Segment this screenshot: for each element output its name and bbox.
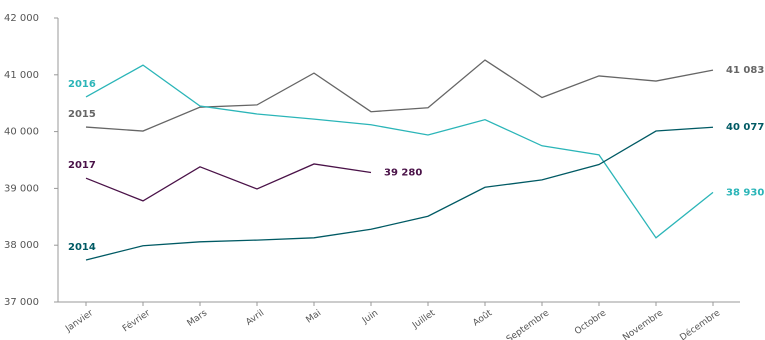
x-tick-label: Décembre — [678, 307, 723, 340]
x-tick-label: Juillet — [410, 308, 437, 331]
y-tick-label: 39 000 — [4, 183, 39, 194]
series-line — [85, 126, 714, 261]
series-name: 2014 — [68, 242, 96, 253]
x-tick-label: Janvier — [63, 308, 95, 335]
series-name: 2016 — [68, 79, 96, 90]
x-tick-label: Novembre — [621, 308, 665, 340]
x-tick-label: Février — [120, 307, 152, 334]
y-tick-label: 42 000 — [4, 13, 39, 24]
series-line — [85, 163, 372, 202]
y-tick-label: 41 000 — [4, 70, 39, 81]
series-line — [85, 59, 714, 132]
x-tick-label: Avril — [244, 308, 266, 327]
value-label: 41 083 — [726, 65, 764, 76]
y-tick-label: 40 000 — [4, 127, 39, 138]
value-label: 38 930 — [726, 187, 764, 198]
series-line — [85, 64, 714, 239]
y-tick-label: 37 000 — [4, 297, 39, 308]
x-tick-label: Septembre — [505, 308, 552, 340]
x-tick-label: Juin — [360, 308, 380, 326]
x-tick-label: Mai — [304, 308, 323, 325]
x-tick-label: Octobre — [573, 308, 608, 337]
series-name: 2017 — [68, 160, 96, 171]
series-name: 2015 — [68, 109, 96, 120]
y-tick-label: 38 000 — [4, 240, 39, 251]
x-tick-label: Août — [471, 308, 494, 328]
x-tick-label: Mars — [186, 308, 210, 329]
value-label: 39 280 — [384, 167, 422, 178]
value-label: 40 077 — [726, 122, 764, 133]
